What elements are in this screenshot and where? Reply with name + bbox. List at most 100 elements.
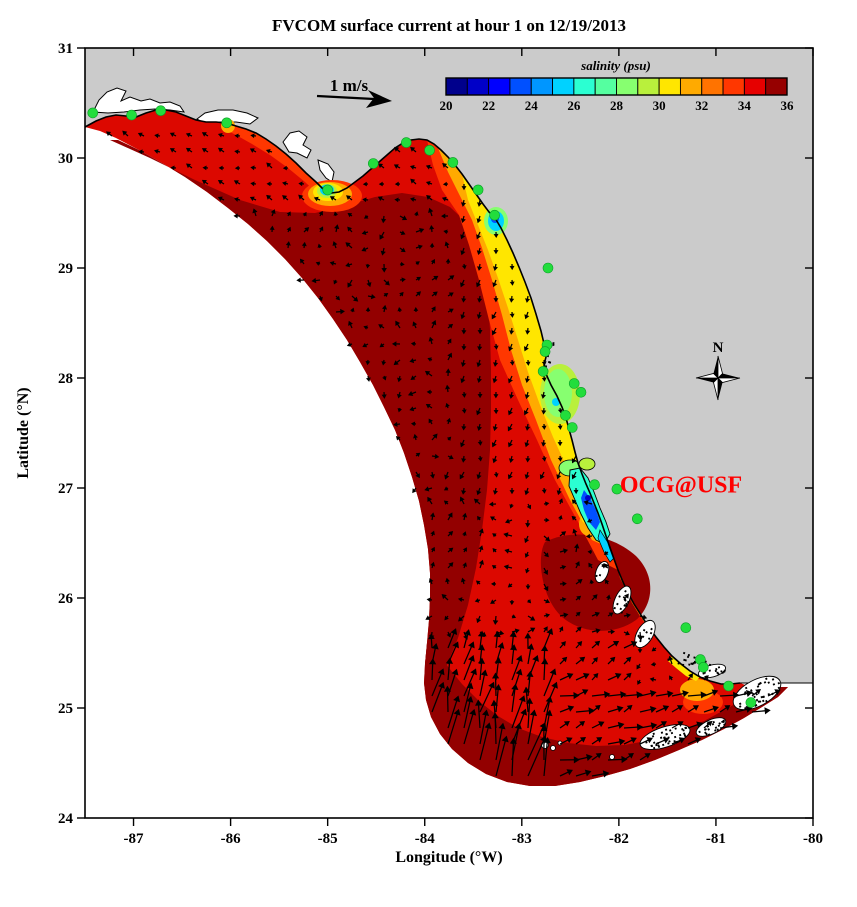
speckle (716, 728, 719, 731)
current-arrow-head (466, 682, 474, 690)
speckle (708, 669, 711, 672)
tampa-bay-blue (581, 490, 600, 530)
current-arrow-head (466, 695, 474, 703)
current-arrow-head (560, 641, 566, 647)
current-arrow-head (585, 533, 591, 539)
current-arrow-head (394, 197, 399, 203)
speckle (598, 573, 602, 577)
current-arrow-head (185, 147, 191, 153)
speckle (777, 681, 781, 685)
current-arrow-head (491, 672, 500, 679)
current-arrow-head (617, 721, 625, 729)
current-arrow-head (445, 258, 451, 263)
current-arrow-head (577, 578, 583, 584)
current-arrow-head (515, 668, 523, 676)
speckle (619, 607, 623, 611)
speckle (674, 727, 677, 730)
current-arrow-head (453, 695, 461, 703)
current-arrow (527, 738, 545, 777)
speckle (762, 695, 766, 699)
current-arrow-head (677, 721, 684, 727)
colorbar: salinity (psu) 20 22 24 26 28 30 32 34 36 (440, 58, 795, 113)
x-tick-label: -82 (609, 831, 629, 847)
colorbar-tick-label: 24 (525, 98, 539, 113)
current-arrow-head (346, 342, 352, 347)
current-arrow-head (575, 611, 581, 617)
current-arrow-head (462, 531, 467, 536)
station-marker (472, 184, 484, 196)
current-arrow-head (545, 501, 550, 507)
current-arrow-head (317, 243, 322, 248)
x-tick-label: -84 (415, 831, 435, 847)
speckle (678, 733, 682, 737)
station-marker (539, 346, 551, 357)
current-arrow-head (370, 294, 376, 300)
current-arrow-head (637, 680, 642, 685)
current-arrow-head (441, 594, 447, 600)
speckle (698, 730, 701, 734)
current-arrow-head (265, 148, 271, 154)
current-arrow-head (576, 626, 582, 632)
current-arrow (463, 712, 475, 745)
current-arrow-head (348, 320, 353, 326)
current-arrow-head (285, 241, 291, 246)
current-arrow-head (649, 677, 655, 682)
speckle (714, 726, 718, 729)
current-arrow-head (401, 277, 406, 283)
current-arrow (751, 709, 768, 713)
speckle (660, 731, 664, 734)
current-arrow-head (562, 581, 567, 587)
station-marker (367, 158, 379, 169)
x-tick-label: -83 (512, 831, 532, 847)
current-arrow (511, 698, 524, 729)
current-arrow-head (425, 403, 431, 409)
current-arrow-head (704, 675, 709, 680)
current-arrow (447, 631, 456, 649)
current-arrow-head (507, 474, 513, 480)
colorbar-tick-label: 30 (653, 98, 666, 113)
current-arrow-head (362, 181, 367, 187)
current-arrow-head (586, 754, 593, 762)
speckle (707, 728, 710, 731)
speckle (653, 741, 656, 744)
current-arrow-head (624, 593, 629, 599)
current-arrow-head (446, 417, 452, 423)
colorbar-segment (637, 77, 660, 96)
current-arrow-head (682, 690, 689, 698)
current-arrow-head (395, 435, 401, 441)
current-arrow-head (397, 377, 402, 383)
current-arrow-head (543, 569, 549, 575)
current-arrow-head (447, 338, 452, 344)
speckle (717, 672, 720, 675)
speckle (714, 669, 718, 673)
speckle (669, 729, 672, 732)
current-arrow (511, 687, 516, 713)
tampa-ne-arm-green (578, 457, 596, 471)
current-arrow-head (493, 473, 499, 478)
current-arrow-head (676, 705, 684, 711)
current-arrow-head (429, 512, 436, 518)
speckle (753, 695, 756, 699)
current-arrow (543, 740, 549, 777)
current-arrow (431, 671, 443, 697)
island-blob (695, 717, 727, 737)
current-arrow-head (430, 546, 435, 552)
current-arrow-head (492, 426, 498, 432)
current-arrow-head (561, 597, 567, 603)
speckle (665, 733, 668, 736)
current-arrow-head (431, 306, 436, 312)
current-arrow (525, 690, 529, 713)
current-arrow-head (650, 661, 656, 667)
current-arrow-head (384, 280, 390, 286)
current-arrow-head (539, 474, 545, 480)
current-arrow-head (282, 165, 287, 171)
current-arrow (463, 632, 469, 649)
current-arrow-head (579, 656, 586, 663)
maroon-spot (396, 372, 444, 412)
current-arrow (447, 671, 457, 697)
current-arrow-head (546, 628, 554, 636)
current-arrow-head (626, 704, 633, 711)
station-marker (698, 661, 709, 673)
current-arrow-head (558, 514, 563, 520)
current-arrow-head (445, 368, 451, 373)
